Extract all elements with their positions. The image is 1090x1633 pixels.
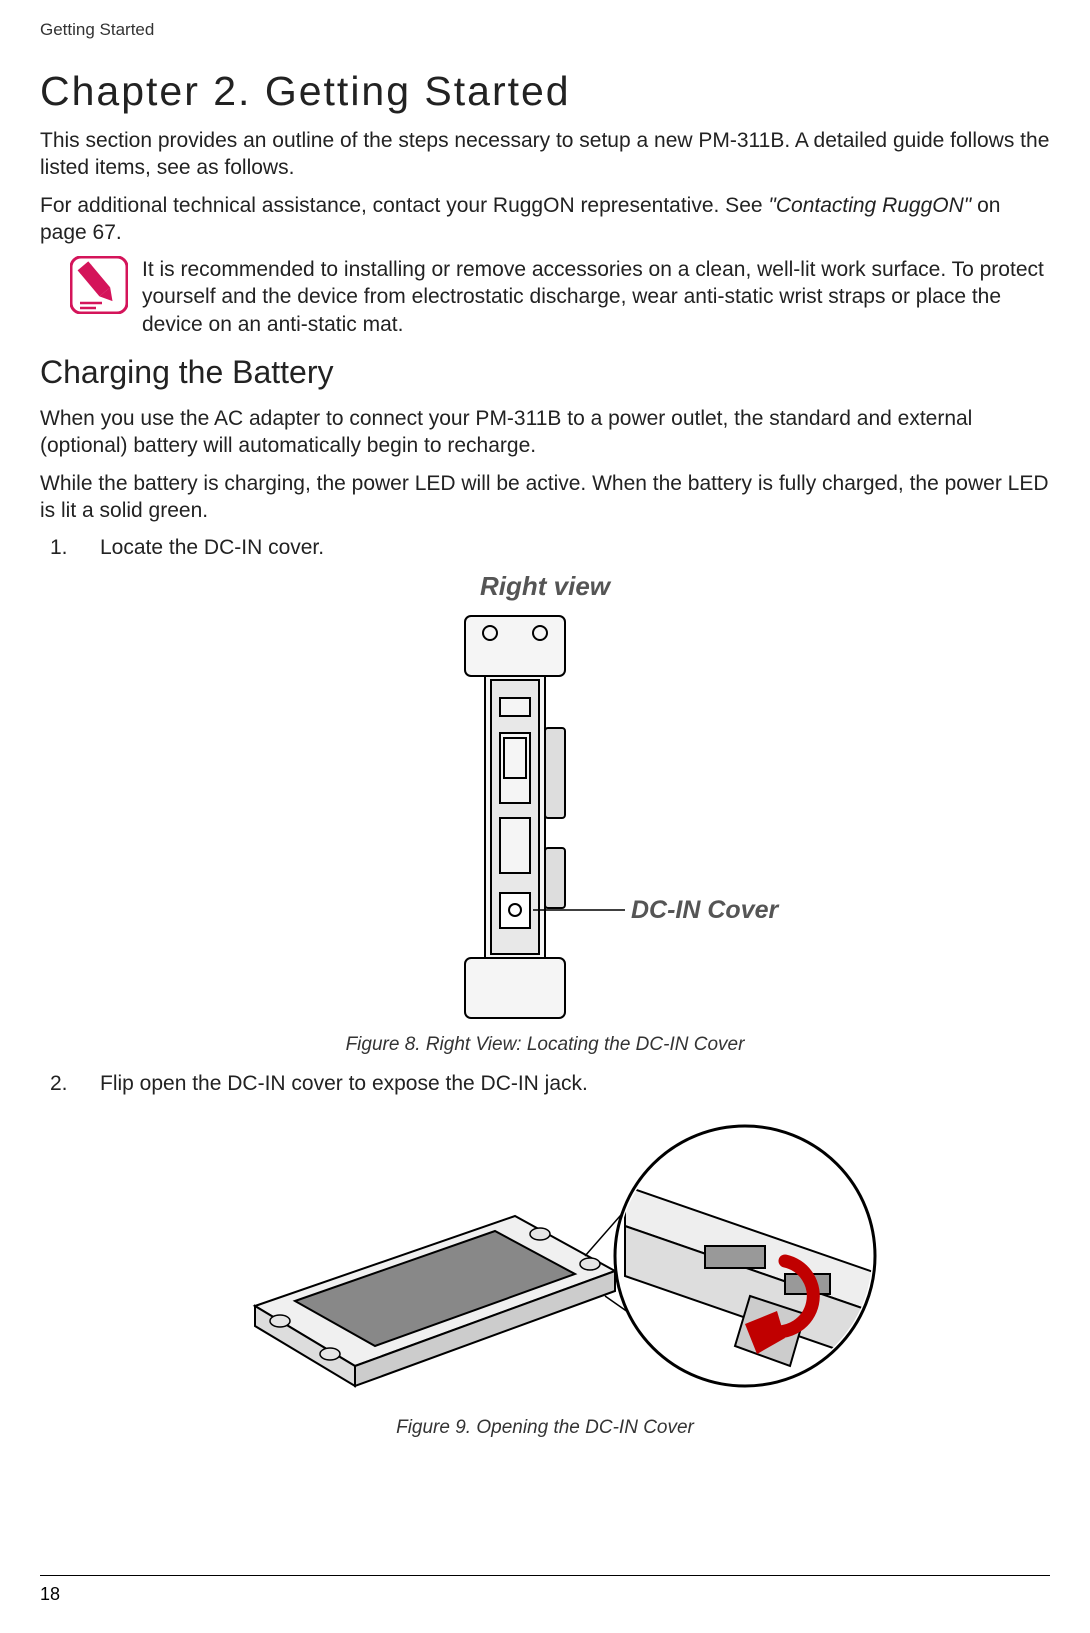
step-number: 1. <box>50 534 80 562</box>
pencil-note-icon <box>70 256 128 314</box>
running-header: Getting Started <box>40 20 1050 40</box>
figure-8: Right view DC-IN Co <box>40 571 1050 1056</box>
intro-p2-italic: "Contacting RuggON" <box>768 194 971 217</box>
device-right-view-illustration: DC-IN Cover <box>295 608 795 1028</box>
charging-paragraph-2: While the battery is charging, the power… <box>40 470 1050 525</box>
intro-paragraph-2: For additional technical assistance, con… <box>40 192 1050 247</box>
chapter-title: Chapter 2. Getting Started <box>40 68 1050 115</box>
figure-9-caption: Figure 9. Opening the DC-IN Cover <box>40 1417 1050 1439</box>
section-heading-charging: Charging the Battery <box>40 354 1050 391</box>
charging-paragraph-1: When you use the AC adapter to connect y… <box>40 405 1050 460</box>
dc-in-cover-label: DC-IN Cover <box>631 896 780 924</box>
note-block: It is recommended to installing or remov… <box>70 256 1050 338</box>
step-number: 2. <box>50 1070 80 1098</box>
page-number: 18 <box>40 1584 60 1604</box>
figure-9: Figure 9. Opening the DC-IN Cover <box>40 1106 1050 1439</box>
page-footer: 18 <box>40 1575 1050 1605</box>
note-text: It is recommended to installing or remov… <box>142 256 1050 338</box>
intro-paragraph-1: This section provides an outline of the … <box>40 127 1050 182</box>
figure-top-label: Right view <box>40 571 1050 602</box>
figure-8-caption: Figure 8. Right View: Locating the DC-IN… <box>40 1034 1050 1056</box>
step-list: 1. Locate the DC-IN cover. <box>50 534 1050 562</box>
list-item: 2. Flip open the DC-IN cover to expose t… <box>50 1070 1050 1098</box>
device-open-cover-illustration <box>185 1106 905 1406</box>
list-item: 1. Locate the DC-IN cover. <box>50 534 1050 562</box>
step-text: Flip open the DC-IN cover to expose the … <box>100 1070 588 1098</box>
step-text: Locate the DC-IN cover. <box>100 534 324 562</box>
intro-p2-pre: For additional technical assistance, con… <box>40 194 768 217</box>
step-list-2: 2. Flip open the DC-IN cover to expose t… <box>50 1070 1050 1098</box>
